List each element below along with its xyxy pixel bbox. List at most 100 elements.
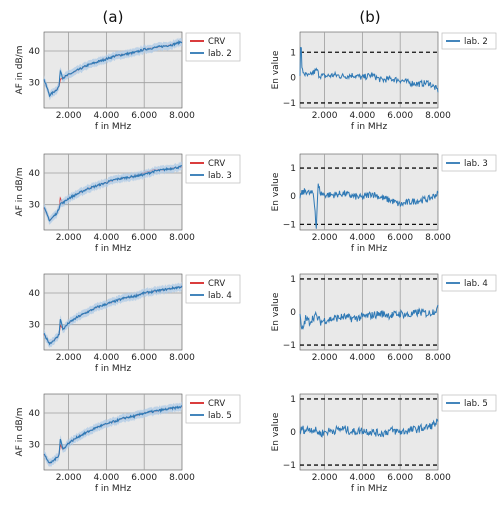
legend-box — [441, 154, 497, 172]
chart-a-2: 2.000 4.000 6.000 8.000 30 40 f in MHz AF in dB… — [15, 153, 241, 254]
y-tick-label: 1 — [290, 275, 296, 285]
legend-label: lab. 5 — [464, 399, 488, 409]
plot-area — [299, 31, 439, 109]
y-tick-label: 0 — [290, 428, 296, 438]
x-tick-label: 6.000 — [387, 111, 413, 121]
chart-b-4: 2.000 4.000 6.000 8.000 −1 0 1 f in MHz En value… — [271, 393, 497, 494]
y-tick-label: 30 — [29, 201, 41, 211]
series-line-lab — [43, 39, 183, 98]
legend-box — [441, 394, 497, 412]
y-tick-label: 30 — [29, 79, 41, 89]
chart-a-4: 2.000 4.000 6.000 8.000 30 40 f in MHz AF in dB… — [15, 393, 241, 494]
x-tick-label: 4.000 — [94, 111, 120, 121]
x-axis-label: f in MHz — [351, 244, 388, 254]
y-tick-label: −1 — [283, 341, 296, 351]
x-tick-label: 2.000 — [56, 353, 82, 363]
x-tick-label: 8.000 — [425, 233, 451, 243]
plot-area — [43, 273, 183, 351]
uncertainty-band — [44, 37, 182, 101]
x-tick-label: 6.000 — [131, 353, 157, 363]
y-axis-label: En value — [271, 172, 281, 211]
legend-box — [185, 274, 241, 304]
y-tick-label: 1 — [290, 395, 296, 405]
legend-label: lab. 2 — [464, 37, 488, 47]
x-tick-label: 2.000 — [56, 233, 82, 243]
x-axis-label: f in MHz — [95, 244, 132, 254]
y-tick-label: −1 — [283, 220, 296, 230]
x-tick-label: 2.000 — [312, 473, 338, 483]
x-tick-label: 6.000 — [131, 111, 157, 121]
y-axis-label: AF in dB/m — [15, 46, 25, 95]
uncertainty-band — [44, 161, 182, 225]
legend-label: lab. 2 — [208, 49, 232, 59]
x-tick-label: 6.000 — [131, 473, 157, 483]
x-axis-label: f in MHz — [95, 364, 132, 374]
x-tick-label: 4.000 — [94, 233, 120, 243]
y-tick-label: 40 — [29, 169, 41, 179]
x-tick-label: 2.000 — [312, 353, 338, 363]
x-tick-label: 8.000 — [169, 111, 195, 121]
y-tick-label: 0 — [290, 308, 296, 318]
y-tick-label: −1 — [283, 99, 296, 109]
y-axis-label: En value — [271, 412, 281, 451]
y-tick-label: 0 — [290, 74, 296, 84]
legend-label: lab. 3 — [208, 171, 232, 181]
x-tick-label: 4.000 — [94, 353, 120, 363]
x-tick-label: 4.000 — [350, 233, 376, 243]
y-axis-label: AF in dB/m — [15, 408, 25, 457]
panels: 2.000 4.000 6.000 8.000 30 40 f in MHz AF in dB… — [15, 31, 497, 494]
chart-a-1: 2.000 4.000 6.000 8.000 30 40 f in MHz AF in dB… — [15, 31, 241, 132]
legend-label: lab. 4 — [208, 291, 232, 301]
x-tick-label: 6.000 — [387, 473, 413, 483]
legend-label: CRV — [208, 37, 225, 47]
legend-box — [185, 154, 241, 184]
legend-label: CRV — [208, 159, 225, 169]
plot-area — [43, 153, 183, 231]
x-tick-label: 6.000 — [131, 233, 157, 243]
x-axis-label: f in MHz — [351, 122, 388, 132]
x-tick-label: 2.000 — [56, 473, 82, 483]
y-tick-label: −1 — [283, 461, 296, 471]
y-axis-label: AF in dB/m — [15, 168, 25, 217]
chart-a-3: 2.000 4.000 6.000 8.000 30 40 f in MHz CRV lab. … — [29, 273, 241, 374]
plot-area — [299, 273, 439, 351]
x-tick-label: 8.000 — [169, 353, 195, 363]
x-tick-label: 8.000 — [169, 473, 195, 483]
y-tick-label: 40 — [29, 409, 41, 419]
legend-label: CRV — [208, 279, 225, 289]
y-tick-label: 0 — [290, 192, 296, 202]
legend-label: lab. 5 — [208, 411, 232, 421]
y-tick-label: 30 — [29, 441, 41, 451]
y-tick-label: 40 — [29, 289, 41, 299]
legend-label: CRV — [208, 399, 225, 409]
series-line-lab — [43, 165, 183, 222]
x-tick-label: 4.000 — [350, 111, 376, 121]
legend-box — [441, 32, 497, 50]
x-tick-label: 4.000 — [94, 473, 120, 483]
chart-b-2: 2.000 4.000 6.000 8.000 −1 0 1 f in MHz En value… — [271, 153, 497, 254]
x-tick-label: 8.000 — [425, 473, 451, 483]
x-tick-label: 6.000 — [387, 353, 413, 363]
chart-b-3: 2.000 4.000 6.000 8.000 −1 0 1 En value lab. 4 — [271, 273, 497, 363]
x-axis-label: f in MHz — [351, 484, 388, 494]
column-title-a: (a) — [103, 8, 124, 26]
legend-box — [441, 274, 497, 292]
legend-label: lab. 3 — [464, 159, 488, 169]
x-tick-label: 8.000 — [425, 111, 451, 121]
plot-area — [299, 153, 439, 231]
series-line-lab — [43, 285, 183, 346]
legend-box — [185, 394, 241, 424]
x-tick-label: 6.000 — [387, 233, 413, 243]
x-axis-label: f in MHz — [95, 484, 132, 494]
x-axis-label: f in MHz — [95, 122, 132, 132]
x-tick-label: 2.000 — [56, 111, 82, 121]
series-line-lab — [299, 183, 439, 229]
y-axis-label: En value — [271, 292, 281, 331]
chart-b-1: 2.000 4.000 6.000 8.000 −1 0 1 f in MHz En value… — [271, 31, 497, 132]
y-tick-label: 1 — [290, 164, 296, 174]
x-tick-label: 2.000 — [312, 233, 338, 243]
legend-box — [185, 32, 241, 62]
series-line-lab — [299, 46, 439, 93]
y-axis-label: En value — [271, 50, 281, 89]
